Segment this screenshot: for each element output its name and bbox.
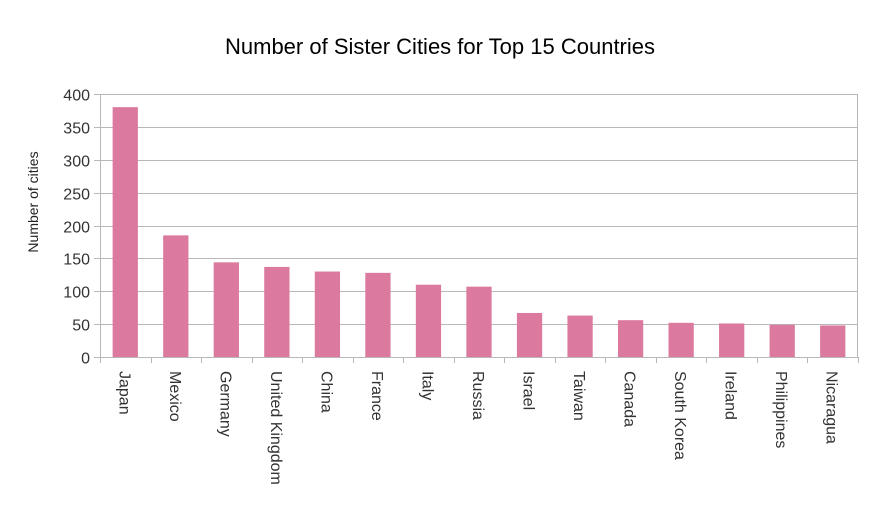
x-tick-label: Taiwan [570,371,587,421]
bar-italy [415,284,442,357]
bar-ireland [719,323,745,357]
y-tick-label: 50 [72,318,90,335]
x-tick-label: Japan [115,371,132,415]
bar-russia [466,286,492,357]
bar-united-kingdom [264,266,290,357]
y-tick-label: 150 [63,252,90,269]
bar-south-korea [668,322,694,357]
bar-nicaragua [820,325,846,357]
x-tick-label: South Korea [671,371,688,460]
x-tick-label: Philippines [772,371,789,448]
bar-taiwan [567,315,593,357]
chart-title: Number of Sister Cities for Top 15 Count… [225,34,655,59]
x-tick-label: Ireland [722,371,739,420]
axes [94,94,859,363]
bar-germany [213,262,239,357]
y-tick-label: 200 [63,220,90,237]
bar-philippines [769,324,795,357]
y-tick-label: 350 [63,121,90,138]
bar-mexico [163,235,189,357]
x-tick-label: Israel [520,371,537,410]
x-tick-label: United Kingdom [267,371,284,485]
bar-israel [516,312,543,357]
x-tick-label: France [368,371,385,421]
x-tick-labels: Japan Mexico Germany United Kingdom China Fra… [115,371,839,485]
y-tick-label: 100 [63,285,90,302]
bar-france [365,272,391,357]
x-tick-label: China [317,371,334,413]
bars [112,107,846,358]
y-tick-label: 0 [81,351,90,368]
y-tick-label: 300 [63,154,90,171]
x-tick-label: Nicaragua [823,371,840,444]
x-tick-label: Canada [621,371,638,427]
bar-china [314,271,341,357]
x-tick-label: Germany [216,371,233,437]
y-tick-label: 400 [63,88,90,105]
x-tick-label: Mexico [166,371,183,422]
x-tick-label: Italy [418,371,435,400]
x-tick-label: Russia [469,371,486,420]
y-tick-labels: 0 50 100 150 200 250 300 350 400 [63,88,90,368]
bar-canada [617,320,644,357]
bar-japan [112,107,138,358]
y-tick-label: 250 [63,187,90,204]
